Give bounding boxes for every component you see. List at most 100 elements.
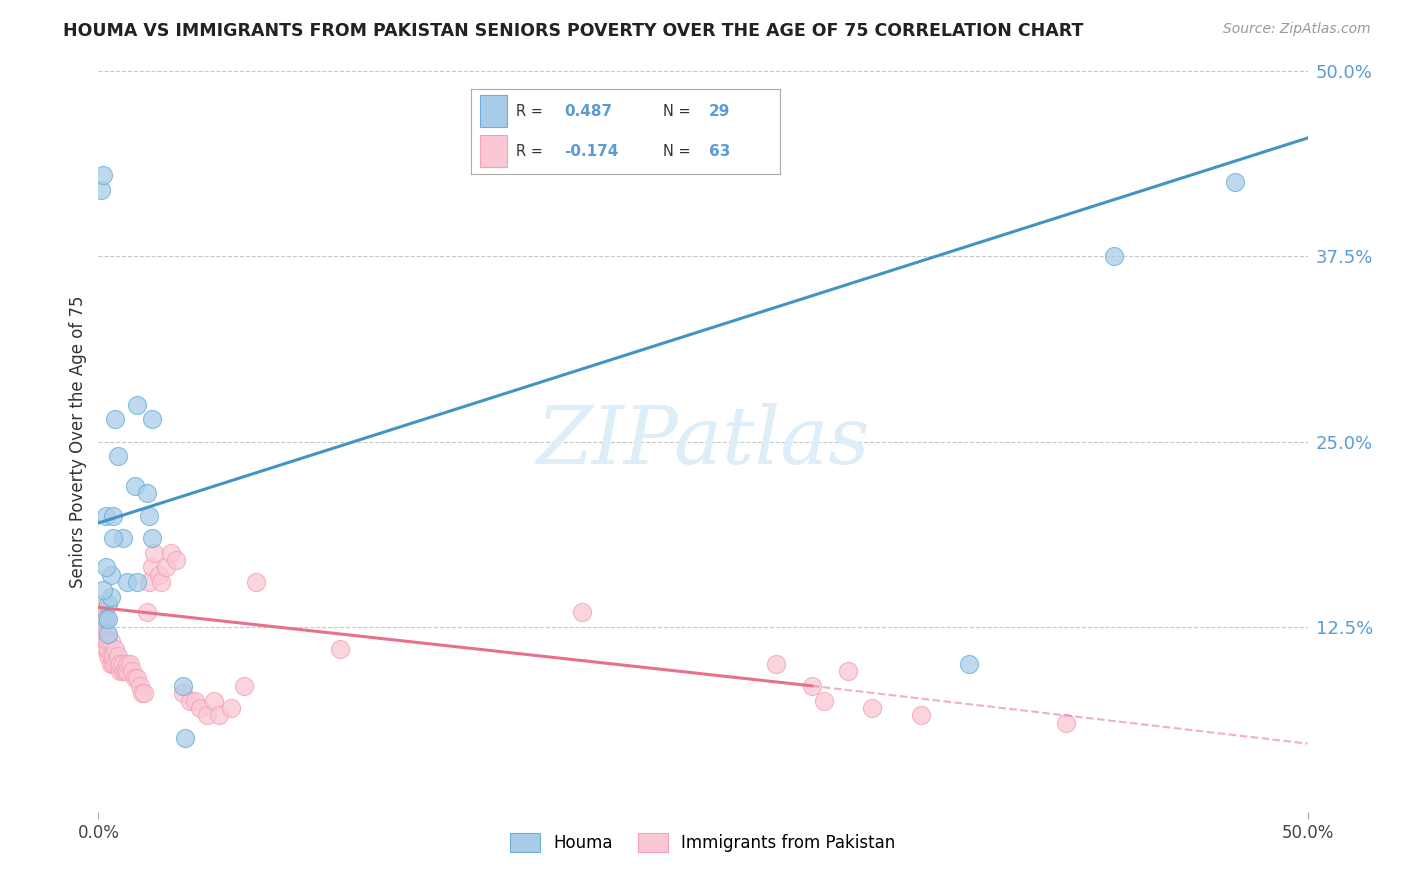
Point (104, 657, 127, 671)
Point (101, 649, 124, 664)
Text: ZIPatlas: ZIPatlas (536, 403, 870, 480)
Point (141, 412, 163, 426)
Point (117, 575, 139, 590)
Point (101, 657, 124, 671)
Point (104, 641, 127, 656)
Point (813, 694, 835, 708)
Point (329, 641, 352, 656)
Point (221, 701, 243, 715)
FancyBboxPatch shape (481, 95, 506, 128)
Point (148, 567, 170, 582)
Point (117, 657, 139, 671)
Point (117, 664, 139, 678)
Point (97, 641, 120, 656)
Point (100, 634, 122, 648)
Point (97, 634, 120, 648)
Point (107, 657, 129, 671)
Point (108, 657, 131, 671)
Text: 63: 63 (709, 144, 731, 159)
Point (94, 634, 117, 648)
Point (90, 598, 112, 612)
Text: Source: ZipAtlas.com: Source: ZipAtlas.com (1223, 22, 1371, 37)
Point (143, 546, 166, 560)
Point (155, 560, 177, 574)
Point (100, 657, 122, 671)
Point (94, 612, 117, 626)
Point (97, 612, 120, 626)
Point (94, 641, 117, 656)
Text: HOUMA VS IMMIGRANTS FROM PAKISTAN SENIORS POVERTY OVER THE AGE OF 75 CORRELATION: HOUMA VS IMMIGRANTS FROM PAKISTAN SENIOR… (63, 22, 1084, 40)
Point (138, 575, 160, 590)
FancyBboxPatch shape (481, 135, 506, 167)
Point (184, 694, 207, 708)
Point (114, 664, 136, 678)
Point (104, 412, 127, 426)
Point (90, 605, 112, 619)
Point (94, 508, 117, 523)
Point (765, 657, 787, 671)
Point (101, 508, 124, 523)
Point (107, 649, 129, 664)
Point (204, 694, 226, 708)
Point (141, 531, 163, 545)
Point (100, 567, 122, 582)
Point (1054, 715, 1077, 730)
Point (141, 560, 163, 574)
Point (138, 508, 160, 523)
Point (134, 686, 156, 700)
Point (101, 531, 124, 545)
Legend: Houma, Immigrants from Pakistan: Houma, Immigrants from Pakistan (503, 826, 903, 859)
Point (121, 664, 143, 678)
Point (135, 486, 157, 500)
Point (160, 546, 183, 560)
Point (245, 575, 267, 590)
Text: R =: R = (516, 144, 543, 159)
Point (800, 679, 823, 693)
Point (94, 560, 117, 574)
Point (97, 598, 120, 612)
Point (172, 686, 194, 700)
Point (127, 398, 149, 412)
Point (90, 612, 112, 626)
Point (94, 627, 117, 641)
Point (124, 672, 146, 686)
Point (91, 168, 114, 182)
Point (150, 575, 173, 590)
Point (837, 664, 859, 678)
Point (91, 612, 114, 626)
Point (135, 605, 157, 619)
Point (179, 694, 201, 708)
Point (91, 582, 114, 597)
Point (107, 450, 129, 464)
Point (860, 701, 883, 715)
Point (232, 679, 254, 693)
Point (1223, 175, 1246, 190)
Text: 29: 29 (709, 103, 731, 119)
Point (172, 679, 194, 693)
Text: N =: N = (662, 144, 690, 159)
Point (174, 731, 197, 745)
Text: 0.487: 0.487 (564, 103, 612, 119)
Point (571, 605, 593, 619)
Point (127, 575, 149, 590)
Point (108, 664, 131, 678)
Point (91, 627, 114, 641)
Y-axis label: Seniors Poverty Over the Age of 75: Seniors Poverty Over the Age of 75 (69, 295, 87, 588)
Point (111, 531, 134, 545)
Point (90, 183, 112, 197)
Point (208, 708, 231, 723)
Point (124, 479, 146, 493)
Text: R =: R = (516, 103, 543, 119)
Point (127, 672, 149, 686)
Text: N =: N = (662, 103, 690, 119)
Point (97, 627, 120, 641)
Point (111, 664, 134, 678)
Point (100, 649, 122, 664)
Point (1102, 250, 1125, 264)
Point (131, 686, 153, 700)
Point (195, 708, 218, 723)
Text: -0.174: -0.174 (564, 144, 619, 159)
Point (100, 590, 122, 604)
Point (165, 553, 187, 567)
Point (910, 708, 932, 723)
